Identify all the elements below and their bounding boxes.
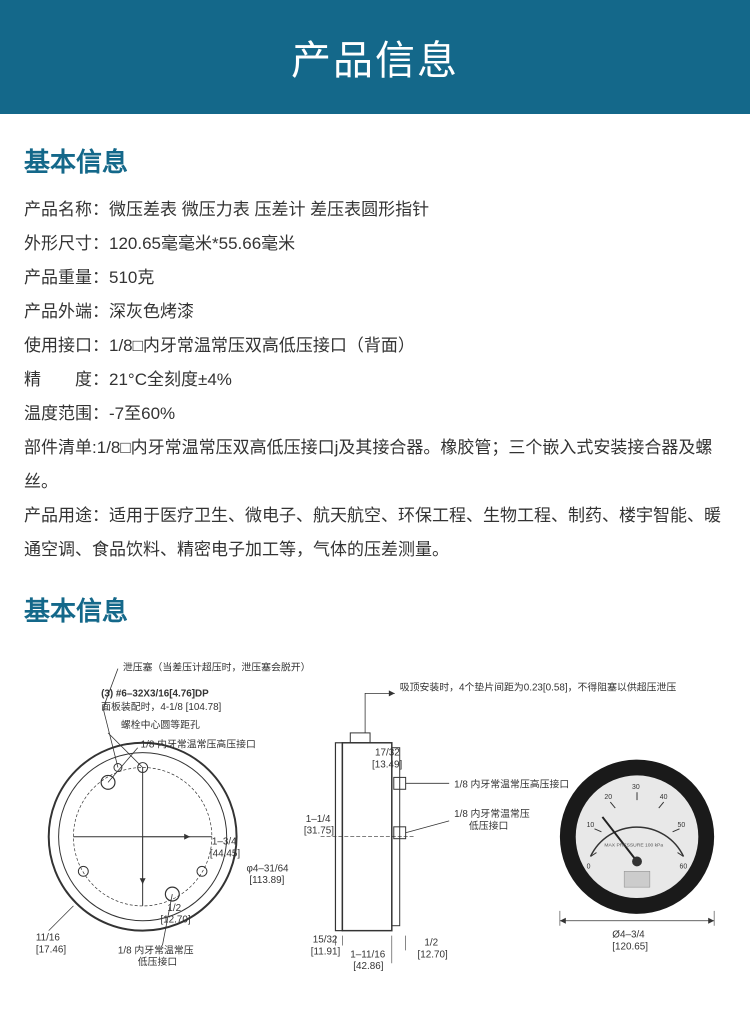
spec-value: 1/8□内牙常温常压双高低压接口（背面） <box>109 336 415 355</box>
banner-title: 产品信息 <box>291 39 459 83</box>
scale-40: 40 <box>660 794 668 801</box>
spec-label: 产品外端： <box>24 302 109 321</box>
dim-1-3-4-b: [44.45] <box>210 848 240 859</box>
dim-1-3-4-a: 1–3/4 <box>212 837 237 848</box>
spec-label: 产品用途： <box>24 506 109 525</box>
spec-row: 精 度：21°C全刻度±4% <box>24 363 726 397</box>
note-lp-port-back-1: 1/8 内牙常温常压 <box>118 943 194 956</box>
spec-value: 21°C全刻度±4% <box>109 370 232 389</box>
note-screw-spec: (3) #6–32X3/16[4.76]DP <box>101 688 209 699</box>
spec-label: 温度范围： <box>24 404 109 423</box>
section-title-diagram: 基本信息 <box>24 591 726 628</box>
scale-60: 60 <box>680 863 688 870</box>
dim-od-a: Ø4–3/4 <box>612 930 645 941</box>
note-lp-port-back-2: 低压接口 <box>138 955 178 968</box>
dim-17-32-b: [13.49] <box>372 760 402 771</box>
scale-50: 50 <box>678 822 686 829</box>
spec-label: 产品重量： <box>24 268 109 287</box>
spec-value: 微压差表 微压力表 压差计 差压表圆形指针 <box>109 200 429 219</box>
spec-row: 产品用途：适用于医疗卫生、微电子、航天航空、环保工程、生物工程、制药、楼宇智能、… <box>24 499 726 567</box>
spec-row: 产品外端：深灰色烤漆 <box>24 295 726 329</box>
dim-1-11-16-b: [42.86] <box>353 961 383 972</box>
spec-label: 产品名称： <box>24 200 109 219</box>
dim-15-32-b: [11.91] <box>311 946 341 957</box>
dim-11-16-b: [17.46] <box>36 944 66 955</box>
dim-1-1-4-a: 1–1/4 <box>306 814 331 825</box>
spec-label: 外形尺寸： <box>24 234 109 253</box>
scale-0: 0 <box>587 863 591 870</box>
spec-value: -7至60% <box>109 404 175 423</box>
gauge-label: MAX PRESSURE 100 kPa <box>604 843 663 849</box>
spec-row: 温度范围：-7至60% <box>24 397 726 431</box>
content-area: 基本信息 产品名称：微压差表 微压力表 压差计 差压表圆形指针 外形尺寸：120… <box>0 114 750 982</box>
section-title-basic-info: 基本信息 <box>24 142 726 179</box>
technical-diagram: 泄压塞（当差压计超压时，泄压塞会脱开） (3) #6–32X3/16[4.76]… <box>24 642 726 982</box>
note-bolt-circle: 螺栓中心圆等距孔 <box>121 718 200 731</box>
dim-1-1-4-b: [31.75] <box>304 826 334 837</box>
spec-list: 产品名称：微压差表 微压力表 压差计 差压表圆形指针 外形尺寸：120.65毫毫… <box>24 193 726 567</box>
back-view-group <box>49 743 237 931</box>
spec-label: 使用接口： <box>24 336 109 355</box>
spec-row: 部件清单:1/8□内牙常温常压双高低压接口j及其接合器。橡胶管；三个嵌入式安装接… <box>24 431 726 499</box>
scale-30: 30 <box>632 784 640 791</box>
dim-phi-a: φ4–31/64 <box>246 863 289 874</box>
dim-1-2-b: [12.70] <box>160 915 190 926</box>
spec-value: 120.65毫毫米*55.66毫米 <box>109 234 295 253</box>
front-gauge-group: 0 10 20 30 40 50 60 MAX PRESSURE 100 kPa <box>560 760 714 953</box>
dim-1-11-16-a: 1–11/16 <box>350 949 385 960</box>
spec-value: 1/8□内牙常温常压双高低压接口j及其接合器。橡胶管；三个嵌入式安装接合器及螺丝… <box>24 438 712 491</box>
dim-phi-b: [113.89] <box>249 875 284 886</box>
note-relief-plug: 泄压塞（当差压计超压时，泄压塞会脱开） <box>123 661 311 674</box>
scale-20: 20 <box>604 794 612 801</box>
spec-row: 外形尺寸：120.65毫毫米*55.66毫米 <box>24 227 726 261</box>
back-view-notes: 泄压塞（当差压计超压时，泄压塞会脱开） (3) #6–32X3/16[4.76]… <box>101 661 310 969</box>
dim-17-32-a: 17/32 <box>375 748 400 759</box>
page-header-banner: 产品信息 <box>0 0 750 114</box>
note-panel-mount: 面板装配时，4-1/8 [104.78] <box>101 700 221 713</box>
dim-15-32-a: 15/32 <box>313 935 338 946</box>
spec-value: 深灰色烤漆 <box>109 302 194 321</box>
back-view-dims: 11/16 [17.46] 1/2 [12.70] 1–3/4 [44.45] … <box>36 837 289 956</box>
diagram-svg: 泄压塞（当差压计超压时，泄压塞会脱开） (3) #6–32X3/16[4.76]… <box>24 647 726 977</box>
note-lp-side-2: 低压接口 <box>469 819 509 832</box>
spec-label: 精 度： <box>24 370 109 389</box>
dim-1-2-a: 1/2 <box>167 903 181 914</box>
dim-od-b: [120.65] <box>612 941 648 952</box>
note-lp-side-1: 1/8 内牙常温常压 <box>454 807 530 820</box>
note-ceiling-1: 吸顶安装时，4个垫片间距为0.23[0.58]，不得阻塞以供超压泄压 <box>400 680 677 693</box>
spec-label: 部件清单: <box>24 438 97 457</box>
spec-value: 适用于医疗卫生、微电子、航天航空、环保工程、生物工程、制药、楼宇智能、暖通空调、… <box>24 506 721 559</box>
note-hp-side: 1/8 内牙常温常压高压接口 <box>454 777 569 790</box>
note-hp-port-back: 1/8 内牙常温常压高压接口 <box>141 738 256 751</box>
dim-11-16-a: 11/16 <box>36 933 60 944</box>
dim-1-2s-a: 1/2 <box>424 937 438 948</box>
dim-1-2s-b: [12.70] <box>418 949 448 960</box>
spec-value: 510克 <box>109 268 154 287</box>
spec-row: 产品名称：微压差表 微压力表 压差计 差压表圆形指针 <box>24 193 726 227</box>
spec-row: 使用接口：1/8□内牙常温常压双高低压接口（背面） <box>24 329 726 363</box>
scale-10: 10 <box>587 822 595 829</box>
spec-row: 产品重量：510克 <box>24 261 726 295</box>
